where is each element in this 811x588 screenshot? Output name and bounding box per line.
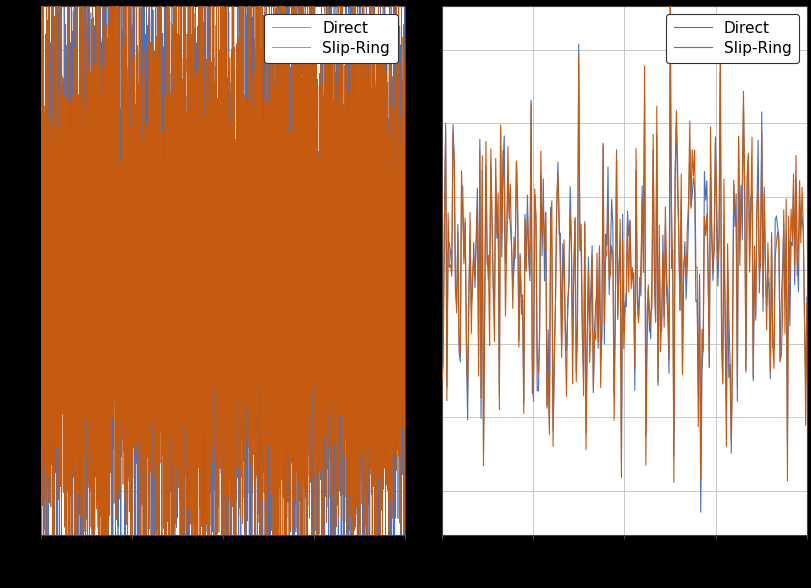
Direct xyxy=(696,509,706,516)
Direct xyxy=(308,564,318,571)
Line: Slip-Ring: Slip-Ring xyxy=(41,0,406,588)
Direct xyxy=(401,392,410,399)
Slip-Ring xyxy=(273,543,283,550)
Line: Direct: Direct xyxy=(442,34,807,512)
Slip-Ring xyxy=(102,21,112,28)
Direct xyxy=(437,351,447,358)
Slip-Ring xyxy=(802,300,811,307)
Slip-Ring xyxy=(36,329,45,336)
Direct xyxy=(36,194,45,201)
Direct xyxy=(273,111,283,118)
Direct xyxy=(660,222,670,229)
Legend: Direct, Slip-Ring: Direct, Slip-Ring xyxy=(264,14,398,64)
Slip-Ring xyxy=(336,188,345,195)
Direct xyxy=(336,38,345,45)
Direct xyxy=(255,547,264,554)
Slip-Ring xyxy=(437,376,447,383)
Direct xyxy=(439,333,448,340)
Direct xyxy=(747,189,757,196)
Direct xyxy=(654,251,664,258)
Slip-Ring xyxy=(439,361,448,368)
Slip-Ring xyxy=(308,286,318,293)
Legend: Direct, Slip-Ring: Direct, Slip-Ring xyxy=(666,14,800,64)
Direct xyxy=(802,293,811,300)
Slip-Ring xyxy=(669,479,679,486)
Slip-Ring xyxy=(401,172,410,179)
Direct xyxy=(665,31,675,38)
Slip-Ring xyxy=(770,254,780,261)
Slip-Ring xyxy=(653,379,663,386)
Direct xyxy=(653,382,663,389)
Slip-Ring xyxy=(660,203,670,211)
Slip-Ring xyxy=(654,222,664,229)
Slip-Ring xyxy=(175,70,185,77)
Line: Slip-Ring: Slip-Ring xyxy=(442,0,807,482)
Direct xyxy=(770,216,780,223)
Slip-Ring xyxy=(747,133,757,141)
Line: Direct: Direct xyxy=(41,0,406,588)
